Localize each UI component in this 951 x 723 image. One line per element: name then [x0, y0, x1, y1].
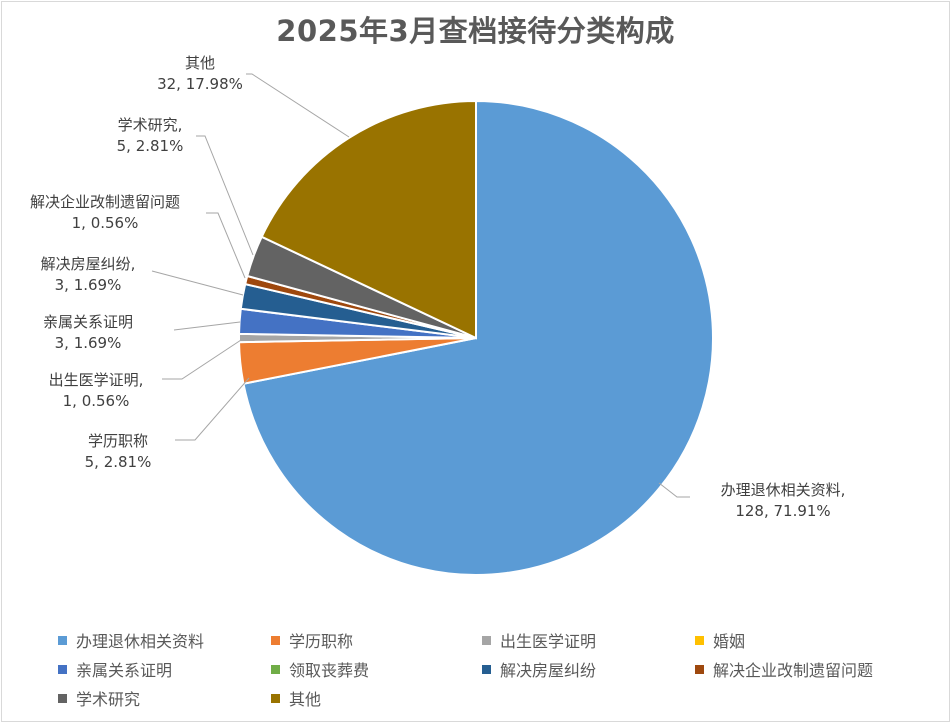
label-value: 128, 71.91%: [735, 502, 831, 520]
legend-swatch: [695, 635, 704, 645]
data-label-retirement: 办理退休相关资料, 128, 71.91%: [690, 480, 876, 522]
label-value: 1, 0.56%: [71, 214, 139, 232]
legend-label: 解决房屋纠纷: [500, 661, 597, 680]
label-value: 3, 1.69%: [54, 334, 122, 352]
legend-label: 出生医学证明: [500, 632, 597, 651]
legend-item-funeral[interactable]: 领取丧葬费: [271, 657, 369, 681]
label-category: 解决房屋纠纷,: [40, 255, 136, 273]
data-label-other: 其他 32, 17.98%: [148, 53, 252, 95]
data-label-birth-cert: 出生医学证明, 1, 0.56%: [28, 370, 164, 412]
legend-swatch: [695, 664, 704, 674]
label-value: 5, 2.81%: [116, 137, 184, 155]
legend-item-kinship[interactable]: 亲属关系证明: [58, 657, 172, 681]
data-label-kinship: 亲属关系证明 3, 1.69%: [28, 312, 148, 354]
label-category: 学术研究,: [117, 116, 183, 134]
legend-swatch: [271, 693, 280, 703]
label-category: 亲属关系证明: [42, 313, 133, 331]
legend-label: 其他: [289, 690, 322, 709]
label-category: 办理退休相关资料,: [720, 481, 846, 499]
legend-swatch: [58, 635, 67, 645]
label-category: 学历职称: [87, 432, 148, 450]
legend-swatch: [271, 664, 280, 674]
legend-item-other[interactable]: 其他: [271, 686, 321, 710]
legend-label: 亲属关系证明: [76, 661, 173, 680]
legend-label: 领取丧葬费: [289, 661, 370, 680]
legend-swatch: [482, 635, 491, 645]
legend-label: 解决企业改制遗留问题: [713, 661, 874, 680]
legend-swatch: [58, 693, 67, 703]
leader-lines: [151, 73, 690, 498]
legend-swatch: [271, 635, 280, 645]
legend-swatch: [58, 664, 67, 674]
legend-item-birth-cert[interactable]: 出生医学证明: [482, 628, 596, 652]
data-label-housing: 解决房屋纠纷, 3, 1.69%: [20, 254, 156, 296]
legend-item-enterprise-reform[interactable]: 解决企业改制遗留问题: [695, 657, 873, 681]
pie-slice[interactable]: [242, 99, 714, 576]
legend-swatch: [482, 664, 491, 674]
label-value: 1, 0.56%: [62, 392, 130, 410]
legend-item-research[interactable]: 学术研究: [58, 686, 140, 710]
legend-item-education[interactable]: 学历职称: [271, 628, 353, 652]
chart-title: 2025年3月查档接待分类构成: [276, 14, 675, 48]
legend-item-housing[interactable]: 解决房屋纠纷: [482, 657, 596, 681]
legend-label: 学术研究: [76, 690, 141, 709]
data-label-education: 学历职称 5, 2.81%: [60, 431, 176, 473]
pie-slice[interactable]: [260, 99, 477, 340]
data-label-enterprise-reform: 解决企业改制遗留问题 1, 0.56%: [10, 192, 200, 234]
legend-label: 学历职称: [289, 632, 354, 651]
data-label-research: 学术研究, 5, 2.81%: [100, 115, 200, 157]
label-category: 解决企业改制遗留问题: [29, 193, 180, 211]
label-value: 32, 17.98%: [157, 75, 243, 93]
label-value: 3, 1.69%: [54, 276, 122, 294]
legend-item-marriage[interactable]: 婚姻: [695, 628, 745, 652]
label-category: 其他: [184, 54, 215, 72]
legend-label: 婚姻: [713, 632, 746, 651]
label-category: 出生医学证明,: [48, 371, 144, 389]
label-value: 5, 2.81%: [84, 453, 152, 471]
pie-slices: [238, 99, 714, 576]
legend-item-retirement[interactable]: 办理退休相关资料: [58, 628, 204, 652]
legend-label: 办理退休相关资料: [76, 632, 205, 651]
